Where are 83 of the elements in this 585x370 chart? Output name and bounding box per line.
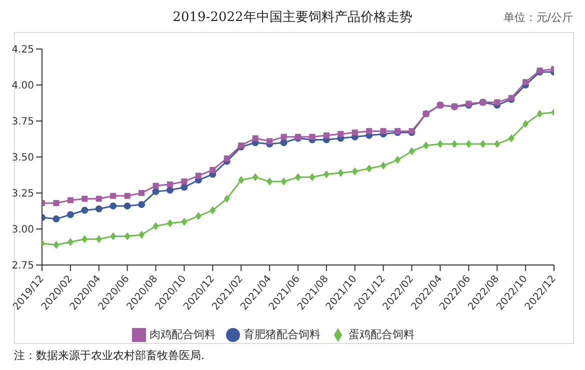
point — [309, 173, 316, 182]
point — [522, 79, 529, 86]
point — [181, 218, 188, 226]
point — [451, 140, 458, 148]
point — [280, 139, 288, 146]
point — [180, 184, 188, 191]
y-tick-label: 3.50 — [12, 152, 34, 164]
chart-title: 2019-2022年中国主要饲料产品价格走势 — [172, 10, 412, 25]
point — [238, 176, 244, 184]
point — [280, 134, 287, 140]
point — [110, 232, 116, 240]
point — [67, 197, 74, 204]
y-tick-label: 3.00 — [12, 224, 34, 236]
point — [210, 206, 216, 214]
point — [280, 177, 287, 186]
point — [338, 130, 344, 137]
point — [366, 128, 372, 134]
point — [266, 138, 273, 144]
point — [195, 212, 202, 220]
point — [252, 173, 258, 182]
y-tick-label: 4.00 — [12, 80, 34, 92]
point — [53, 200, 60, 206]
point — [522, 120, 529, 128]
y-tick-label: 3.25 — [12, 188, 34, 200]
point — [494, 140, 500, 148]
point — [138, 201, 146, 208]
point — [67, 238, 74, 246]
point — [394, 156, 401, 164]
point — [323, 132, 330, 138]
point — [266, 177, 273, 186]
point — [309, 134, 316, 140]
point — [110, 192, 116, 199]
point — [124, 192, 130, 199]
point — [96, 196, 102, 202]
point — [195, 172, 202, 179]
point — [252, 135, 258, 142]
point — [508, 134, 514, 142]
point — [437, 140, 444, 148]
point — [224, 194, 230, 203]
y-tick-label: 2.75 — [12, 260, 34, 272]
point — [408, 147, 415, 156]
point — [480, 140, 486, 148]
point — [53, 240, 60, 249]
point — [124, 202, 131, 210]
legend-label: 育肥猪配合饲料 — [244, 328, 320, 341]
point — [66, 211, 74, 218]
point — [82, 235, 88, 244]
text: 注：数据来源于农业农村部畜牧兽医局. — [14, 348, 204, 363]
point — [366, 164, 372, 173]
point — [323, 170, 330, 178]
point — [152, 182, 159, 189]
point — [167, 181, 173, 188]
point — [110, 202, 117, 210]
y-tick-label: 4.25 — [12, 44, 34, 56]
point — [152, 188, 160, 196]
point — [536, 110, 543, 118]
point — [494, 99, 500, 106]
point — [95, 205, 102, 212]
point — [224, 155, 230, 162]
point — [295, 173, 301, 182]
y-tick-label: 3.75 — [12, 116, 34, 128]
legend-label: 蛋鸡配合饲料 — [348, 328, 414, 341]
point — [152, 222, 159, 230]
point — [380, 162, 386, 170]
point — [96, 235, 102, 244]
point — [466, 140, 472, 148]
point — [338, 168, 344, 177]
point — [423, 141, 429, 150]
point — [380, 128, 386, 134]
point — [138, 230, 145, 239]
point — [181, 178, 188, 184]
text: 单位：元/公斤 — [503, 10, 573, 25]
point — [52, 215, 60, 222]
point — [166, 186, 174, 194]
point — [352, 130, 358, 136]
point — [138, 190, 145, 196]
point — [124, 232, 130, 240]
point — [82, 196, 88, 202]
point — [81, 206, 88, 214]
point — [167, 219, 173, 228]
point — [210, 166, 216, 173]
legend-label: 肉鸡配合饲料 — [150, 328, 216, 341]
point — [352, 167, 358, 176]
